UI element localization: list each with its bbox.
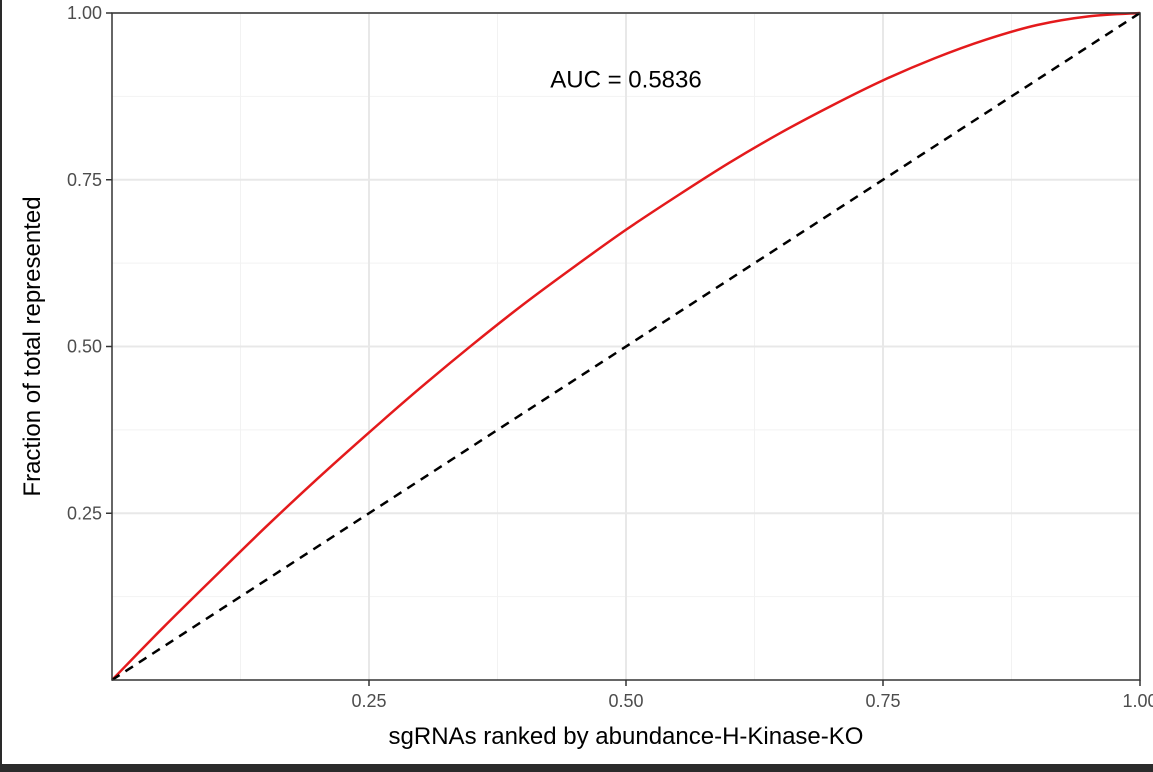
y-tick-label: 1.00 bbox=[67, 3, 102, 23]
x-axis-ticks: 0.25 0.50 0.75 1.00 bbox=[351, 680, 1153, 711]
cumulative-abundance-curve bbox=[111, 11, 1141, 681]
y-axis-title: Fraction of total represented bbox=[19, 196, 46, 496]
y-axis-ticks: 0.25 0.50 0.75 1.00 bbox=[67, 3, 112, 523]
x-tick-label: 0.25 bbox=[351, 691, 386, 711]
bottom-bar bbox=[0, 764, 1153, 772]
auc-annotation: AUC = 0.5836 bbox=[550, 67, 701, 94]
series-layer bbox=[111, 11, 1141, 682]
x-tick-label: 0.75 bbox=[865, 691, 900, 711]
y-tick-label: 0.75 bbox=[67, 170, 102, 190]
diagonal-reference-line bbox=[111, 11, 1141, 682]
x-axis-title: sgRNAs ranked by abundance-H-Kinase-KO bbox=[389, 723, 864, 750]
y-tick-label: 0.50 bbox=[67, 337, 102, 357]
x-tick-label: 1.00 bbox=[1122, 691, 1153, 711]
y-tick-label: 0.25 bbox=[67, 503, 102, 523]
x-tick-label: 0.50 bbox=[608, 691, 643, 711]
